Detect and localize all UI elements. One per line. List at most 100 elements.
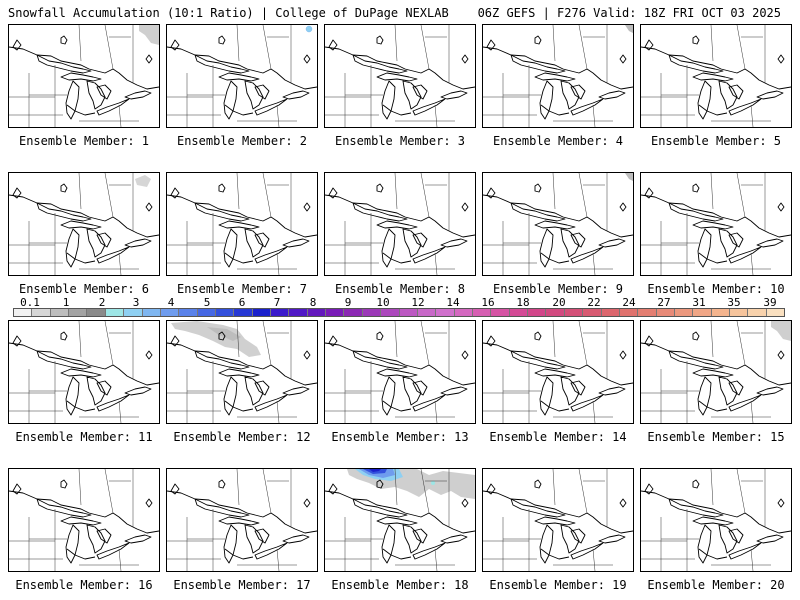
colorbar-swatch: [509, 309, 529, 316]
ensemble-member-map: [166, 24, 318, 128]
ensemble-member-label: Ensemble Member: 9: [492, 282, 624, 296]
colorbar-swatch: [362, 309, 382, 316]
colorbar-swatch: [436, 309, 455, 316]
colorbar-swatch: [693, 309, 712, 316]
colorbar-tick-label: 4: [167, 296, 175, 309]
great-lakes-map: [483, 469, 633, 571]
ensemble-member-map: [482, 320, 634, 424]
great-lakes-map: [325, 25, 475, 127]
colorbar-swatch: [601, 309, 620, 316]
ensemble-member-map: [8, 468, 160, 572]
ensemble-member-label: Ensemble Member: 2: [176, 134, 308, 148]
ensemble-member-map: [8, 172, 160, 276]
ensemble-member-label: Ensemble Member: 11: [15, 430, 153, 444]
colorbar-swatch: [546, 309, 565, 316]
ensemble-member-label: Ensemble Member: 20: [647, 578, 785, 592]
colorbar-swatch: [564, 309, 584, 316]
great-lakes-map: [167, 173, 317, 275]
colorbar-swatch: [674, 309, 694, 316]
colorbar-swatch: [215, 309, 235, 316]
colorbar-swatch: [417, 309, 437, 316]
colorbar-tick-label: 5: [203, 296, 211, 309]
ensemble-member-label: Ensemble Member: 8: [334, 282, 466, 296]
colorbar-swatch: [234, 309, 253, 316]
colorbar-swatch: [528, 309, 547, 316]
colorbar-swatch: [271, 309, 290, 316]
colorbar-swatch: [69, 309, 88, 316]
colorbar-tick-label: 0.1: [20, 296, 40, 309]
ensemble-member-label: Ensemble Member: 4: [492, 134, 624, 148]
ensemble-member-map: [640, 468, 792, 572]
colorbar-swatch: [14, 309, 33, 316]
colorbar-swatch: [711, 309, 731, 316]
ensemble-member-label: Ensemble Member: 3: [334, 134, 466, 148]
colorbar-tick-label: 39: [763, 296, 777, 309]
map-title: Snowfall Accumulation (10:1 Ratio) | Col…: [8, 6, 449, 20]
colorbar-swatch: [344, 309, 363, 316]
great-lakes-map: [9, 469, 159, 571]
colorbar-labels: 0.1 1 2 3 4 5 6 7 8 9 10 12 14 16 18 20 22 24 27 31 35 39: [0, 296, 800, 309]
ensemble-member-label: Ensemble Member: 16: [15, 578, 153, 592]
colorbar-swatch: [381, 309, 400, 316]
ensemble-member-map: [640, 172, 792, 276]
colorbar-swatch: [638, 309, 657, 316]
ensemble-member-label: Ensemble Member: 7: [176, 282, 308, 296]
ensemble-member-label: Ensemble Member: 1: [18, 134, 150, 148]
colorbar-tick-label: 18: [516, 296, 530, 309]
ensemble-member-label: Ensemble Member: 12: [173, 430, 311, 444]
colorbar-swatch: [454, 309, 473, 316]
colorbar-swatch: [399, 309, 418, 316]
ensemble-member-map: [324, 320, 476, 424]
colorbar-swatch: [491, 309, 510, 316]
colorbar-swatch: [766, 309, 785, 316]
great-lakes-map: [483, 173, 633, 275]
colorbar-tick-label: 2: [98, 296, 106, 309]
colorbar-tick-label: 24: [622, 296, 636, 309]
colorbar-swatch: [105, 309, 125, 316]
colorbar-tick-label: 20: [552, 296, 566, 309]
ensemble-member-label: Ensemble Member: 18: [331, 578, 469, 592]
colorbar-tick-label: 1: [62, 296, 70, 309]
colorbar-swatch: [32, 309, 51, 316]
great-lakes-map: [483, 321, 633, 423]
ensemble-member-map: [166, 320, 318, 424]
colorbar-swatch: [160, 309, 180, 316]
colorbar-tick-label: 16: [481, 296, 495, 309]
colorbar-swatch: [289, 309, 308, 316]
colorbar-swatch: [252, 309, 272, 316]
colorbar-tick-label: 12: [411, 296, 425, 309]
ensemble-member-map: [8, 320, 160, 424]
colorbar-tick-label: 27: [657, 296, 671, 309]
great-lakes-map: [325, 173, 475, 275]
colorbar-swatch: [730, 309, 749, 316]
ensemble-member-map: [324, 24, 476, 128]
colorbar-tick-label: 31: [692, 296, 706, 309]
colorbar-swatch: [472, 309, 492, 316]
colorbar-swatch: [87, 309, 106, 316]
ensemble-member-label: Ensemble Member: 6: [18, 282, 150, 296]
colorbar-tick-label: 14: [446, 296, 460, 309]
colorbar-swatch: [142, 309, 161, 316]
great-lakes-map: [9, 321, 159, 423]
ensemble-member-map: [640, 24, 792, 128]
colorbar-tick-label: 7: [273, 296, 281, 309]
great-lakes-map: [641, 25, 791, 127]
ensemble-member-map: [324, 468, 476, 572]
model-run-info: 06Z GEFS | F276 Valid: 18Z FRI OCT 03 20…: [477, 6, 781, 20]
colorbar-swatch: [656, 309, 675, 316]
great-lakes-map: [641, 321, 791, 423]
great-lakes-map: [641, 469, 791, 571]
ensemble-member-map: [482, 24, 634, 128]
great-lakes-map: [9, 25, 159, 127]
colorbar-swatch: [307, 309, 327, 316]
colorbar-swatch: [179, 309, 198, 316]
colorbar-tick-label: 22: [587, 296, 601, 309]
ensemble-member-map: [324, 172, 476, 276]
great-lakes-map: [325, 321, 475, 423]
ensemble-member-label: Ensemble Member: 13: [331, 430, 469, 444]
ensemble-member-label: Ensemble Member: 5: [650, 134, 782, 148]
great-lakes-map: [167, 469, 317, 571]
colorbar-swatch: [326, 309, 345, 316]
colorbar-swatch: [748, 309, 767, 316]
colorbar-tick-label: 35: [727, 296, 741, 309]
